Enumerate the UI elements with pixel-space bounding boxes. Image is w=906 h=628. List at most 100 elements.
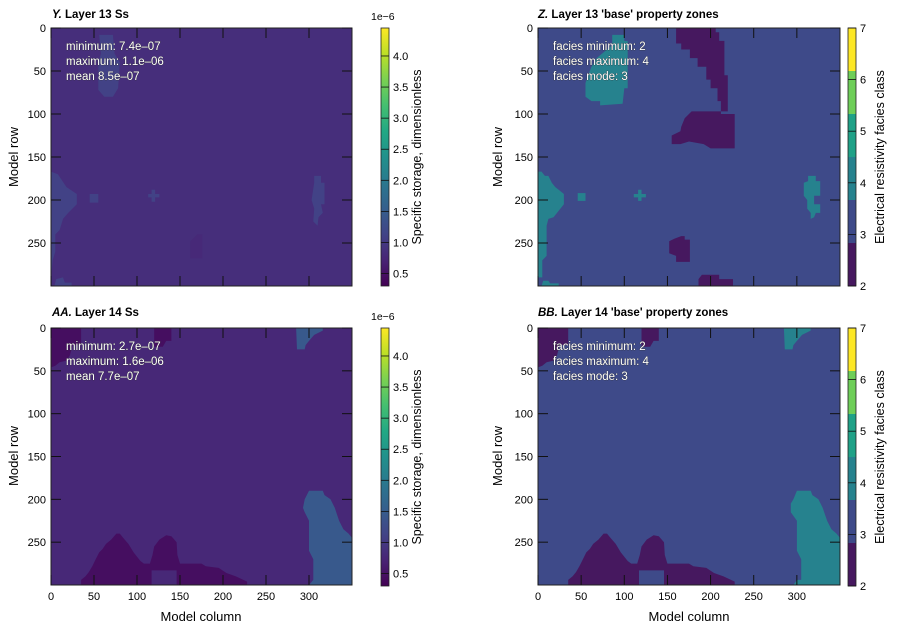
heatmap-zone xyxy=(538,171,564,278)
colorbar-tick-label: 2 xyxy=(860,281,866,293)
heatmap-zone xyxy=(671,111,735,149)
y-tick-label: 150 xyxy=(28,152,46,164)
y-tick-label: 100 xyxy=(515,409,533,421)
heatmap-zone xyxy=(577,193,586,201)
colorbar-segment xyxy=(848,243,856,286)
colorbar-frame xyxy=(380,27,390,287)
panel-y: Y. Layer 13 Ss 0 50 100 150 200 250 minimum: 7… xyxy=(6,9,424,287)
y-tick-label: 200 xyxy=(515,494,533,506)
colorbar-tick-label: 1.0 xyxy=(393,537,408,549)
x-tick-label: 100 xyxy=(128,591,146,603)
colorbar-tick-label: 7 xyxy=(860,323,866,335)
stats-annotation: maximum: 1.6e–06 xyxy=(66,356,164,368)
x-tick-label: 50 xyxy=(575,591,587,603)
y-tick-label: 250 xyxy=(515,537,533,549)
y-tick-label: 250 xyxy=(515,238,533,250)
stats-annotation: minimum: 7.4e–07 xyxy=(66,41,161,53)
y-tick-label: 150 xyxy=(28,452,46,464)
heatmap-zone xyxy=(54,277,72,286)
heatmap-zone xyxy=(568,533,735,585)
heatmap-zone xyxy=(790,490,840,585)
x-tick-label: 300 xyxy=(300,591,318,603)
panel-bb: BB. Layer 14 'base' property zones 0 50 10… xyxy=(490,307,887,624)
heatmap-background xyxy=(538,328,840,585)
stats-annotation: facies minimum: 2 xyxy=(553,341,646,353)
colorbar-label: Specific storage, dimensionless xyxy=(410,369,424,544)
panel-title: Y. Layer 13 Ss xyxy=(52,9,129,21)
stats-annotation: facies mode: 3 xyxy=(553,71,628,83)
heatmap-zone xyxy=(641,328,659,347)
y-tick-label: 250 xyxy=(28,537,46,549)
colorbar-tick-label: 3.5 xyxy=(393,82,408,94)
heatmap-zone xyxy=(698,274,733,286)
colorbar-segment xyxy=(848,28,856,71)
x-tick-label: 0 xyxy=(535,591,541,603)
colorbar-tick-label: 6 xyxy=(860,375,866,387)
heatmap-background xyxy=(51,328,352,585)
y-tick-label: 150 xyxy=(515,452,533,464)
x-tick-label: 300 xyxy=(788,591,806,603)
colorbar-segment xyxy=(848,114,856,157)
heatmap-area: 0 50 100 150 200 250 300 0 50 100 150 200 250 facies … xyxy=(515,323,887,603)
heatmap-area: 0 50 100 150 200 250 300 0 50 100 150 200 250 minimum… xyxy=(28,311,424,603)
colorbar-label: Electrical resistivity facies class xyxy=(873,70,887,244)
colorbar-tick-label: 4 xyxy=(860,478,866,490)
stats-annotation: facies mode: 3 xyxy=(553,371,628,383)
heatmap-zone xyxy=(669,236,690,262)
x-tick-label: 100 xyxy=(615,591,633,603)
colorbar-segment xyxy=(848,457,856,500)
panel-title: AA. Layer 14 Ss xyxy=(51,307,139,319)
heatmap-zone xyxy=(151,570,177,585)
colorbar-segment xyxy=(848,500,856,543)
x-tick-label: 200 xyxy=(214,591,232,603)
colorbar-tick-label: 2.0 xyxy=(393,475,408,487)
colorbar: 0.5 1.0 1.5 2.0 2.5 3.0 3.5 4.0 1e−6 Specific sto… xyxy=(371,311,424,587)
x-tick-label: 150 xyxy=(658,591,676,603)
colorbar: 2 3 4 5 6 7 Electrical resistivity facies clas… xyxy=(847,23,887,293)
y-axis-label: Model row xyxy=(6,126,21,187)
colorbar-segment xyxy=(848,200,856,243)
colorbar-tick-label: 3.5 xyxy=(393,382,408,394)
panel-z: Z. Layer 13 'base' property zones 0 50 100… xyxy=(490,9,887,293)
colorbar-tick-label: 4.0 xyxy=(393,51,408,63)
stats-annotation: facies maximum: 4 xyxy=(553,356,649,368)
stats-annotation: mean 8.5e–07 xyxy=(66,71,140,83)
colorbar: 0.5 1.0 1.5 2.0 2.5 3.0 3.5 4.0 1e−6 Specific sto… xyxy=(371,11,424,287)
colorbar-segment xyxy=(848,371,856,414)
y-tick-label: 100 xyxy=(515,109,533,121)
heatmap-zone xyxy=(98,34,120,97)
heatmap-zone xyxy=(89,194,99,203)
colorbar-tick-label: 0.5 xyxy=(393,569,408,581)
panel-title: Z. Layer 13 'base' property zones xyxy=(537,9,719,21)
colorbar-segment xyxy=(848,328,856,371)
y-tick-label: 200 xyxy=(28,494,46,506)
x-tick-label: 250 xyxy=(745,591,763,603)
colorbar-gradient xyxy=(381,328,389,586)
colorbar-tick-label: 7 xyxy=(860,23,866,35)
x-tick-label: 250 xyxy=(257,591,275,603)
heatmap-zone xyxy=(154,328,172,347)
colorbar-offset-label: 1e−6 xyxy=(371,311,395,323)
colorbar-tick-label: 2.0 xyxy=(393,175,408,187)
y-tick-label: 0 xyxy=(527,323,533,335)
stats-annotation: maximum: 1.1e–06 xyxy=(66,56,164,68)
heatmap-zone xyxy=(585,34,628,106)
stats-annotation: mean 7.7e–07 xyxy=(66,371,140,383)
heatmap-zone xyxy=(51,171,77,278)
colorbar-segment xyxy=(848,414,856,457)
colorbar-segment xyxy=(848,71,856,114)
heatmap-zone xyxy=(51,328,82,368)
colorbar-segment xyxy=(848,157,856,200)
colorbar-tick-label: 0.5 xyxy=(393,269,408,281)
colorbar-offset-label: 1e−6 xyxy=(371,11,395,23)
colorbar-tick-label: 3.0 xyxy=(393,113,408,125)
colorbar-tick-label: 1.0 xyxy=(393,237,408,249)
y-axis-label: Model row xyxy=(490,425,505,486)
heatmap-zone xyxy=(803,175,821,219)
heatmap-zone xyxy=(190,234,203,259)
heatmap-zone xyxy=(639,570,664,585)
y-tick-label: 50 xyxy=(34,66,46,78)
heatmap-zone xyxy=(311,175,325,226)
x-tick-label: 0 xyxy=(48,591,54,603)
